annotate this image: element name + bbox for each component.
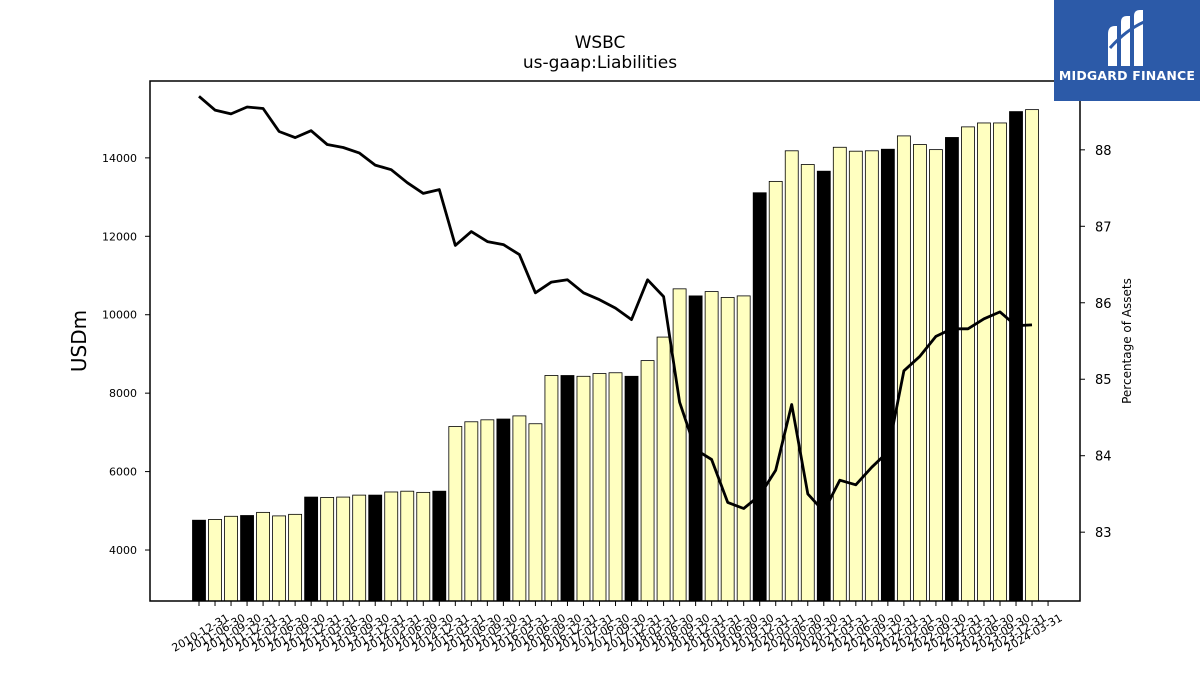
bar: [1009, 111, 1023, 602]
bar: [368, 494, 383, 602]
bar: [192, 519, 206, 602]
bar: [224, 515, 238, 602]
bar: [272, 515, 287, 602]
bar: [624, 375, 639, 602]
bar: [496, 418, 511, 602]
bar: [945, 137, 959, 602]
y-tick-label: 4000: [109, 544, 137, 557]
bar: [800, 164, 815, 602]
y2-tick-label: 83: [1095, 526, 1112, 541]
percentage-line: [198, 95, 1033, 513]
y-tick-label: 12000: [102, 230, 137, 243]
bar: [416, 491, 431, 602]
bar: [320, 497, 335, 602]
bar: [736, 295, 751, 602]
y2-tick-label: 87: [1095, 220, 1112, 235]
bar: [480, 419, 495, 602]
y2-tick-label: 84: [1095, 450, 1112, 465]
bar: [240, 515, 254, 602]
y2-tick-label: 88: [1095, 144, 1112, 159]
y-tick-label: 6000: [109, 466, 137, 479]
bar: [336, 496, 351, 602]
brand-logo: MIDGARD FINANCE: [1054, 0, 1200, 101]
bar: [752, 192, 767, 602]
bar: [961, 126, 975, 602]
bar: [608, 372, 623, 602]
bar: [512, 415, 527, 602]
bar: [560, 375, 575, 602]
bar: [640, 360, 655, 602]
bar: [208, 519, 222, 602]
bar: [384, 491, 399, 602]
bar: [400, 490, 415, 602]
bar: [816, 170, 831, 602]
bar: [544, 375, 559, 602]
y2-tick-label: 85: [1095, 373, 1112, 388]
bar: [704, 291, 719, 602]
bar: [672, 288, 687, 602]
bar: [720, 297, 735, 602]
y-tick-label: 14000: [102, 152, 137, 165]
bar: [288, 513, 303, 602]
bar: [848, 150, 863, 602]
bar: [432, 490, 447, 602]
bar: [880, 148, 895, 602]
bar: [913, 144, 927, 602]
bar: [784, 150, 799, 602]
bar: [304, 496, 319, 602]
bar: [256, 511, 270, 602]
bar: [576, 375, 591, 602]
y-axis-label: USDm: [67, 310, 91, 372]
bar: [352, 494, 367, 602]
y2-tick-label: 86: [1095, 297, 1112, 312]
midgard-m-mark-icon: [1108, 10, 1145, 66]
bar: [864, 150, 879, 602]
bar: [592, 373, 607, 602]
bar: [1025, 109, 1039, 602]
bar: [768, 180, 783, 602]
brand-name: MIDGARD FINANCE: [1058, 68, 1196, 83]
chart-title: WSBC: [574, 33, 626, 53]
bar: [448, 426, 463, 602]
y-tick-label: 8000: [109, 387, 137, 400]
chart-subtitle: us-gaap:Liabilities: [522, 53, 678, 73]
bar: [656, 336, 671, 602]
y-tick-label: 10000: [102, 309, 137, 322]
bar: [528, 423, 543, 602]
bar: [464, 421, 479, 602]
plot-frame: [149, 80, 1081, 602]
y2-axis-label: Percentage of Assets: [1120, 278, 1134, 404]
bar: [977, 122, 991, 602]
bar: [993, 122, 1007, 602]
bar: [929, 149, 943, 602]
bar: [832, 146, 847, 602]
